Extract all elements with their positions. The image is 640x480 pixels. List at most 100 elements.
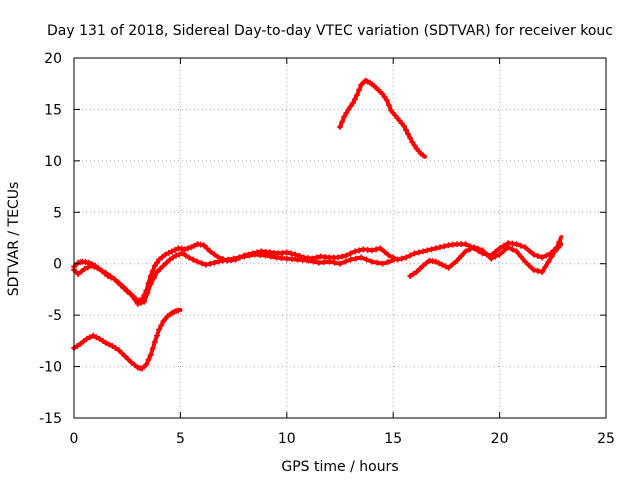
data-point [190,256,197,263]
data-point [551,248,558,255]
data-point [122,353,129,360]
data-point [278,255,285,262]
data-point [294,256,301,263]
data-point [176,251,183,258]
data-point [423,260,430,267]
data-point [241,253,248,260]
data-point [149,267,156,274]
data-point [424,247,431,254]
data-point [505,244,512,251]
data-point [188,244,195,251]
data-point [356,86,363,93]
y-tick-label: -5 [48,308,62,324]
plot-frame [73,57,607,419]
data-point [96,335,103,342]
data-point [147,352,154,359]
data-point [347,250,354,257]
data-point [86,334,93,341]
data-point [347,103,354,110]
data-point [342,258,349,265]
data-point [394,256,401,263]
data-point [131,296,138,303]
data-point [165,249,172,256]
data-point [407,135,414,142]
data-point [337,123,343,130]
data-point [134,300,141,307]
data-point [545,258,552,265]
data-point [496,245,503,252]
data-point [428,246,435,253]
y-tick-label: 15 [44,102,62,118]
data-point [374,259,381,266]
data-point [352,255,359,262]
data-point [93,334,100,341]
data-point [106,341,113,348]
data-point [153,268,160,275]
data-point [125,356,132,363]
data-point [492,253,499,260]
data-point [331,259,338,266]
x-tick-label: 0 [70,431,79,447]
y-axis-title: SDTVAR / TECUs [6,182,22,297]
data-point [526,247,533,254]
data-point [379,91,386,97]
data-point [462,248,469,255]
data-point [432,258,439,265]
data-point [321,259,328,266]
data-point [413,268,420,275]
data-point [415,249,422,256]
data-point [207,260,214,267]
data-point [411,142,418,149]
data-point [194,258,201,265]
data-point [91,263,98,270]
data-point [143,361,150,368]
data-point [351,96,358,103]
data-point [530,251,537,258]
data-point [500,242,507,249]
data-point [283,249,290,256]
data-point [109,343,116,349]
data-point [200,242,207,249]
data-point [398,255,405,262]
data-point [292,251,299,258]
data-point [90,332,97,339]
data-point [358,254,365,261]
data-point [128,291,135,298]
data-point [471,244,478,251]
data-point [419,152,426,159]
data-point [435,260,442,267]
data-point [230,255,237,262]
data-point [163,259,170,266]
data-point [509,246,516,253]
data-point [381,94,388,101]
data-point [475,245,482,252]
data-point [102,269,109,276]
x-tick-label: 10 [278,431,296,447]
data-point [313,254,320,261]
data-point [339,118,346,125]
data-point [198,260,205,267]
data-point [354,92,361,99]
data-point [458,253,465,259]
data-point [400,122,407,129]
data-point [246,252,253,259]
data-point [343,110,350,117]
data-point [191,242,198,249]
series-satellite-track-3 [407,242,564,280]
x-tick-label: 20 [491,431,509,447]
data-point [402,127,409,133]
data-point [368,258,375,265]
series-satellite-track-5 [337,77,428,159]
data-point [156,326,163,333]
data-point [349,100,356,107]
data-point [112,345,119,352]
data-point [402,254,409,261]
data-point [517,242,524,249]
data-point [543,252,550,259]
data-point [211,259,218,266]
chart-title: Day 131 of 2018, Sidereal Day-to-day VTE… [47,23,613,39]
data-point [432,245,439,252]
data-point [539,254,546,261]
